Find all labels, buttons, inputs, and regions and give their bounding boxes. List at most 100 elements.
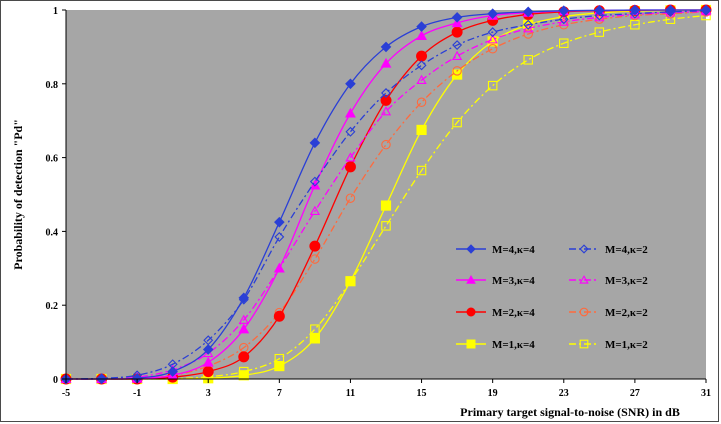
data-point bbox=[344, 161, 356, 173]
data-point bbox=[523, 19, 534, 30]
x-tick-label: 19 bbox=[488, 388, 498, 399]
data-point bbox=[345, 276, 356, 287]
x-tick-label: 27 bbox=[630, 388, 640, 399]
data-point bbox=[451, 26, 463, 38]
data-point bbox=[522, 6, 534, 18]
x-tick-label: 15 bbox=[417, 388, 427, 399]
legend-label: M=1,κ=2 bbox=[605, 339, 648, 351]
data-point bbox=[380, 57, 392, 68]
data-point bbox=[380, 106, 392, 116]
x-tick-label: -5 bbox=[62, 388, 70, 399]
y-axis-title: Probability of detection "Pd" bbox=[11, 119, 25, 270]
data-point bbox=[274, 231, 285, 242]
data-point bbox=[345, 78, 356, 90]
data-point bbox=[665, 4, 676, 16]
data-point bbox=[487, 34, 498, 44]
x-tick-label: 31 bbox=[701, 388, 711, 399]
data-point bbox=[344, 107, 356, 118]
data-point bbox=[416, 165, 427, 176]
data-point bbox=[309, 176, 320, 187]
legend-item: M=1,κ=2 bbox=[569, 339, 648, 351]
data-point bbox=[273, 310, 285, 322]
data-point bbox=[559, 38, 569, 48]
data-point bbox=[523, 55, 533, 65]
legend-marker bbox=[579, 275, 589, 284]
legend-label: M=2,κ=2 bbox=[605, 307, 648, 319]
data-point bbox=[309, 179, 321, 190]
legend-item: M=3,κ=2 bbox=[569, 275, 648, 287]
data-point bbox=[487, 80, 498, 91]
data-point bbox=[345, 193, 356, 203]
x-tick-label: 11 bbox=[346, 388, 355, 399]
legend-marker bbox=[466, 274, 476, 284]
y-tick-label: 1 bbox=[53, 6, 58, 17]
data-point bbox=[452, 117, 462, 128]
data-point bbox=[487, 43, 498, 54]
legend-marker bbox=[579, 307, 589, 317]
legend-marker bbox=[579, 244, 589, 254]
legend-label: M=3,κ=4 bbox=[492, 275, 535, 287]
data-point bbox=[167, 366, 178, 377]
data-point bbox=[558, 5, 570, 17]
y-tick-label: 0.4 bbox=[46, 227, 59, 238]
data-point bbox=[238, 314, 249, 324]
data-point bbox=[451, 12, 463, 23]
data-point bbox=[381, 88, 391, 99]
data-point bbox=[700, 4, 712, 16]
data-point bbox=[416, 124, 427, 136]
legend-item: M=2,κ=2 bbox=[569, 307, 648, 319]
x-tick-label: 23 bbox=[559, 388, 569, 399]
legend-item: M=2,κ=4 bbox=[456, 307, 535, 319]
data-point bbox=[487, 27, 498, 38]
data-point bbox=[558, 14, 569, 25]
data-point bbox=[310, 254, 320, 264]
data-point bbox=[309, 137, 321, 149]
y-tick-label: 0.2 bbox=[46, 301, 59, 312]
series-1 bbox=[60, 4, 712, 385]
data-point bbox=[452, 66, 462, 76]
x-tick-label: 3 bbox=[206, 388, 211, 399]
data-point bbox=[380, 200, 392, 211]
data-point bbox=[416, 60, 427, 71]
data-point bbox=[202, 356, 214, 367]
data-point bbox=[238, 292, 250, 304]
data-point bbox=[416, 74, 427, 85]
data-point bbox=[416, 50, 428, 62]
legend-marker bbox=[579, 339, 589, 349]
y-tick-label: 0.6 bbox=[46, 154, 59, 165]
x-axis-title: Primary target signal-to-noise (SNR) in … bbox=[460, 405, 680, 419]
data-point bbox=[203, 347, 214, 358]
data-point bbox=[309, 333, 320, 344]
legend-label: M=4,κ=2 bbox=[605, 244, 648, 256]
data-point bbox=[416, 30, 428, 41]
data-point bbox=[381, 139, 391, 150]
data-point bbox=[594, 10, 605, 21]
data-point bbox=[274, 360, 285, 372]
y-tick-label: 0.8 bbox=[46, 80, 59, 91]
y-tick-label: 0 bbox=[53, 375, 58, 386]
data-point bbox=[202, 344, 214, 355]
data-point bbox=[629, 4, 641, 16]
legend: M=4,κ=4 M=4,κ=2 M=3,κ=4 M=3,κ=2 M=2,κ=4 M=2,κ… bbox=[456, 244, 648, 351]
legend-label: M=3,κ=2 bbox=[605, 275, 648, 287]
legend-marker bbox=[466, 339, 476, 349]
data-point bbox=[594, 5, 605, 16]
data-point bbox=[451, 50, 463, 61]
data-point bbox=[202, 366, 214, 378]
data-point bbox=[380, 41, 392, 53]
data-point bbox=[452, 40, 463, 51]
data-point bbox=[416, 21, 427, 32]
data-point bbox=[523, 29, 533, 39]
data-point bbox=[594, 27, 605, 37]
legend-item: M=1,κ=4 bbox=[456, 339, 535, 351]
data-point bbox=[630, 20, 640, 30]
data-point bbox=[487, 8, 498, 19]
legend-item: M=4,κ=4 bbox=[456, 244, 535, 256]
data-point bbox=[345, 126, 356, 137]
legend-label: M=4,κ=4 bbox=[492, 244, 535, 256]
data-point bbox=[238, 323, 250, 334]
legend-item: M=3,κ=4 bbox=[456, 274, 535, 287]
legend-label: M=2,κ=4 bbox=[492, 307, 535, 319]
x-tick-label: 7 bbox=[277, 388, 282, 399]
